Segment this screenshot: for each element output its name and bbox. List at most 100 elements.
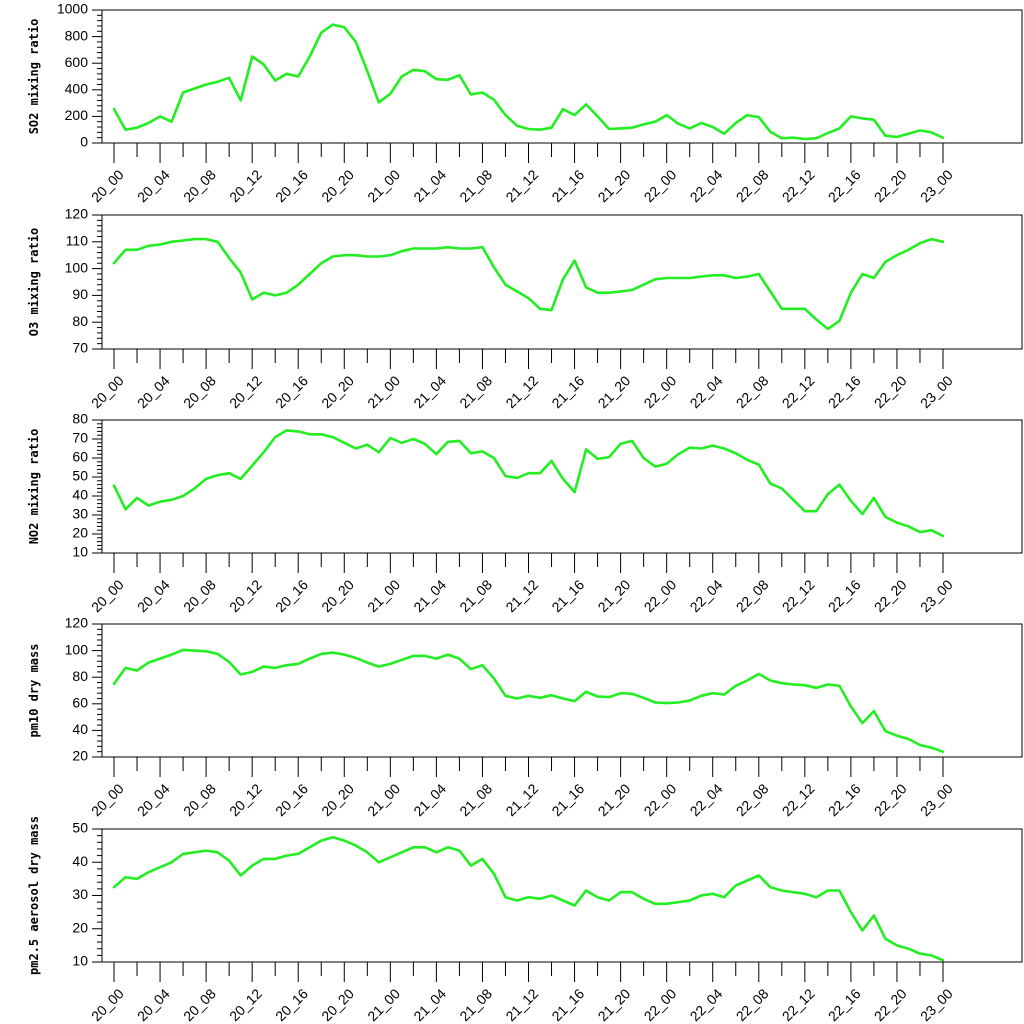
y-tick-label: 10	[72, 544, 88, 560]
y-tick-label: 110	[66, 233, 89, 249]
y-axis-label: O3 mixing ratio	[27, 228, 41, 336]
x-tick-label: 20_00	[88, 780, 127, 819]
y-tick-label: 50	[72, 468, 88, 484]
y-tick-label: 50	[72, 820, 88, 836]
x-tick-label: 20_16	[272, 166, 311, 205]
series-line-1	[112, 23, 945, 141]
x-tick-label: 21_08	[456, 576, 495, 615]
x-tick-label: 21_20	[595, 576, 634, 615]
y-tick-label: 90	[72, 286, 88, 302]
x-tick-label: 22_20	[871, 372, 910, 411]
plot-frame	[101, 9, 1023, 144]
x-tick-label: 22_16	[825, 780, 864, 819]
x-tick-label: 21_04	[410, 166, 449, 205]
y-tick-label: 80	[72, 411, 88, 427]
x-tick-label: 22_12	[779, 166, 818, 205]
x-tick-label: 21_12	[502, 576, 541, 615]
x-tick-label: 21_16	[548, 166, 587, 205]
x-tick-label: 21_20	[595, 372, 634, 411]
x-tick-label: 22_16	[825, 372, 864, 411]
x-tick-label: 22_00	[641, 166, 680, 205]
x-tick-label: 20_04	[134, 166, 173, 205]
y-tick-label: 40	[72, 853, 88, 869]
y-tick-label: 70	[72, 430, 88, 446]
x-tick-label: 21_12	[502, 985, 541, 1024]
x-tick-label: 20_08	[180, 166, 219, 205]
plot-frame	[101, 419, 1023, 554]
y-tick-label: 60	[72, 695, 88, 711]
series-line-2	[112, 237, 945, 331]
y-tick-label: 200	[65, 107, 89, 123]
x-tick-label: 20_08	[180, 780, 219, 819]
chart-panel-2: 70 80 90 100 110 120 O3 mixing ratio 20_00 20_04…	[27, 206, 1023, 411]
x-tick-label: 21_04	[410, 780, 449, 819]
plot-frame	[101, 828, 1023, 963]
y-axis-label: pm10 dry mass	[27, 644, 41, 738]
y-tick-label: 40	[72, 487, 88, 503]
x-tick-label: 21_08	[456, 985, 495, 1024]
x-tick-label: 21_00	[364, 576, 403, 615]
x-tick-label: 20_00	[88, 985, 127, 1024]
x-tick-label: 20_12	[226, 985, 265, 1024]
y-axis-label: pm2.5 aerosol dry mass	[27, 816, 41, 975]
x-tick-label: 22_00	[641, 985, 680, 1024]
x-tick-label: 21_08	[456, 372, 495, 411]
y-tick-label: 120	[65, 206, 89, 222]
x-tick-label: 22_04	[687, 166, 726, 205]
series-line-5	[112, 835, 945, 962]
x-tick-label: 22_20	[871, 166, 910, 205]
x-tick-label: 21_16	[548, 780, 587, 819]
series-line-4	[112, 648, 945, 754]
y-axis-label: SO2 mixing ratio	[27, 19, 41, 135]
y-tick-label: 20	[72, 919, 88, 935]
x-tick-label: 22_08	[733, 166, 772, 205]
x-tick-label: 22_04	[687, 985, 726, 1024]
x-tick-label: 20_16	[272, 576, 311, 615]
x-tick-label: 21_00	[364, 985, 403, 1024]
y-tick-label: 80	[72, 313, 88, 329]
x-tick-label: 20_08	[180, 985, 219, 1024]
y-tick-label: 400	[65, 81, 89, 97]
x-tick-label: 20_20	[318, 780, 357, 819]
series-line-3	[112, 429, 945, 538]
x-tick-label: 23_00	[917, 985, 956, 1024]
x-tick-label: 21_08	[456, 780, 495, 819]
y-tick-label: 1000	[57, 1, 88, 17]
x-tick-label: 21_00	[364, 780, 403, 819]
x-tick-label: 22_04	[687, 372, 726, 411]
x-tick-label: 20_20	[318, 166, 357, 205]
x-tick-label: 22_08	[733, 780, 772, 819]
x-tick-label: 21_20	[595, 166, 634, 205]
x-tick-label: 21_16	[548, 985, 587, 1024]
x-tick-label: 23_00	[917, 780, 956, 819]
x-tick-label: 21_04	[410, 372, 449, 411]
x-tick-label: 20_12	[226, 372, 265, 411]
x-tick-label: 22_08	[733, 985, 772, 1024]
x-tick-label: 22_00	[641, 372, 680, 411]
x-tick-label: 21_04	[410, 985, 449, 1024]
x-tick-label: 22_12	[779, 576, 818, 615]
x-tick-label: 21_00	[364, 166, 403, 205]
plot-frame	[101, 214, 1023, 350]
plot-frame	[101, 623, 1023, 758]
x-tick-label: 20_20	[318, 985, 357, 1024]
x-tick-label: 23_00	[917, 576, 956, 615]
y-tick-label: 20	[72, 525, 88, 541]
x-tick-label: 22_04	[687, 576, 726, 615]
x-tick-label: 20_16	[272, 372, 311, 411]
y-tick-label: 20	[72, 748, 88, 764]
x-tick-label: 20_08	[180, 372, 219, 411]
y-tick-label: 30	[72, 506, 88, 522]
x-tick-label: 20_12	[226, 576, 265, 615]
x-tick-label: 22_16	[825, 166, 864, 205]
x-tick-label: 21_12	[502, 372, 541, 411]
y-tick-label: 120	[65, 615, 89, 631]
x-tick-label: 22_04	[687, 780, 726, 819]
y-tick-label: 600	[65, 54, 89, 70]
x-tick-label: 22_20	[871, 985, 910, 1024]
x-tick-label: 20_04	[134, 780, 173, 819]
x-tick-label: 22_16	[825, 985, 864, 1024]
y-tick-label: 0	[80, 134, 88, 150]
